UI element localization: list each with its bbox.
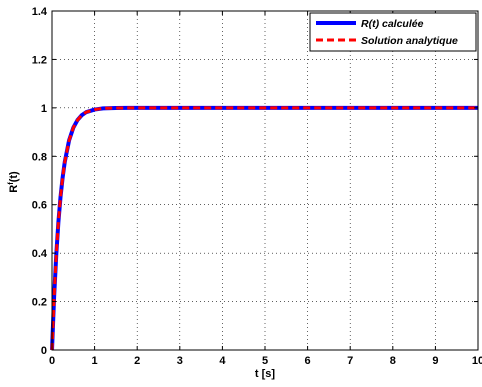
legend: R(t) calculée Solution analytique xyxy=(309,12,477,52)
tick-labels: 0 1 2 3 4 5 6 7 8 9 10 0 0.2 0.4 0.6 0.8 1 1.2 1.4 xyxy=(32,6,482,367)
x-tick-label: 2 xyxy=(134,355,140,367)
y-axis-label-superscript: f xyxy=(6,182,15,185)
legend-box xyxy=(309,12,477,52)
y-axis-label: Rf(t) xyxy=(6,171,20,193)
y-tick-label: 0.4 xyxy=(32,248,48,260)
y-axis-label-base: R xyxy=(8,185,20,193)
x-tick-label: 8 xyxy=(390,355,396,367)
x-tick-label: 6 xyxy=(305,355,311,367)
y-tick-label: 1 xyxy=(41,103,47,115)
x-tick-label: 5 xyxy=(262,355,268,367)
x-tick-label: 4 xyxy=(219,355,226,367)
legend-label-series-1: R(t) calculée xyxy=(361,18,424,30)
x-tick-label: 9 xyxy=(432,355,438,367)
axis-ticks xyxy=(51,10,479,351)
y-tick-label: 0 xyxy=(41,345,47,357)
y-tick-label: 0.2 xyxy=(32,297,47,309)
series-layer xyxy=(50,105,478,351)
x-tick-label: 3 xyxy=(177,355,183,367)
y-tick-label: 0.8 xyxy=(32,151,47,163)
x-axis-label: t [s] xyxy=(255,368,276,380)
y-tick-label: 0.6 xyxy=(32,200,47,212)
x-tick-label: 0 xyxy=(49,355,55,367)
legend-label-series-2: Solution analytique xyxy=(361,35,458,47)
y-axis-label-tail: (t) xyxy=(8,171,20,182)
x-tick-label: 10 xyxy=(472,355,482,367)
series-line-2 xyxy=(50,106,478,351)
x-tick-label: 1 xyxy=(92,355,98,367)
grid-lines xyxy=(52,11,478,350)
y-tick-label: 1.4 xyxy=(32,6,48,18)
x-tick-label: 7 xyxy=(347,355,353,367)
y-tick-label: 1.2 xyxy=(32,54,47,66)
